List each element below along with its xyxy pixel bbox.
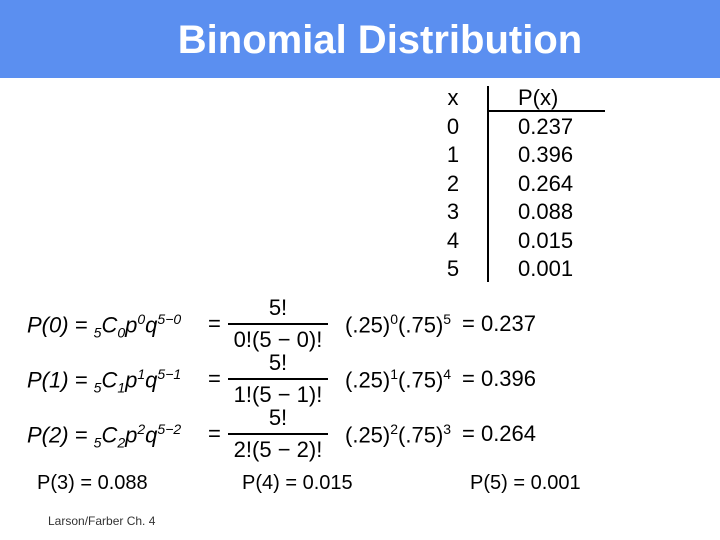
equation-p-power: 2 [390,421,399,437]
fraction-denominator: 2!(5 − 2)! [233,437,323,462]
equation-p: p [125,312,138,338]
title-bar: Binomial Distribution [0,0,720,78]
table-cell-x: 3 [446,199,460,224]
fraction-numerator: 5! [268,405,288,430]
equation-C: C [101,367,118,393]
equation-q-value: (.75) [398,367,444,393]
equation-equals-sign: = [208,421,221,446]
equation-rhs: (.25)0(.75)5 [345,311,451,338]
table-cell-p: 0.264 [518,170,574,196]
footer-citation: Larson/Farber Ch. 4 [48,514,156,528]
table-cell-p: 0.237 [518,113,574,139]
equation-lhs: P(1) = 5C1p1q5−1 [27,366,181,396]
equation-p-exp: 1 [137,366,146,382]
equation-p1: P(1) = 5C1p1q5−1 = 5! 1!(5 − 1)! (.25)1(… [0,350,720,410]
equation-q-value: (.75) [398,422,444,448]
table-cell-x: 2 [446,170,460,196]
table-cell-p: 0.001 [518,256,574,281]
equation-q: q [145,312,158,338]
table-cell-p: 0.015 [518,227,574,253]
equation-lhs: P(0) = 5C0p0q5−0 [27,311,181,341]
equation-p-power: 0 [390,311,399,327]
fraction-denominator: 1!(5 − 1)! [233,382,323,407]
equation-result: = 0.237 [462,311,537,336]
equation-equals: = [68,367,94,393]
fraction-numerator: 5! [268,295,288,320]
equation-result: = 0.264 [462,421,537,446]
equation-p-power: 1 [390,366,399,382]
equation-p2: P(2) = 5C2p2q5−2 = 5! 2!(5 − 2)! (.25)2(… [0,405,720,465]
result-p3: P(3) = 0.088 [37,472,148,494]
equation-p0: P(0) = 5C0p0q5−0 = 5! 0!(5 − 0)! (.25)0(… [0,295,720,355]
fraction-numerator: 5! [268,350,288,375]
equation-fraction: 5! 0!(5 − 0)! [228,295,328,353]
equation-C: C [101,312,118,338]
table-column-p: P(x) 0.237 0.396 0.264 0.088 0.015 0.001 [518,84,608,284]
equation-p-value: (.25) [345,312,391,338]
table-cell-x: 5 [446,256,460,281]
equation-result: = 0.396 [462,366,537,391]
equation-equals-sign: = [208,311,221,336]
equation-p: p [125,422,138,448]
equation-p-exp: 0 [137,311,146,327]
table-cell-x: 1 [446,142,460,167]
fraction-denominator: 0!(5 − 0)! [233,327,323,352]
equation-q-exp: 5−2 [157,421,182,437]
table-header-x: x [447,85,459,110]
equation-C: C [101,422,118,448]
equation-equals: = [68,312,94,338]
equation-rhs: (.25)2(.75)3 [345,421,451,448]
equation-equals-sign: = [208,366,221,391]
equation-p: p [125,367,138,393]
equation-p-value: (.25) [345,367,391,393]
fraction-bar [228,378,328,380]
table-cell-p: 0.396 [518,142,574,167]
equation-fraction: 5! 2!(5 − 2)! [228,405,328,463]
equation-x: 1 [117,379,126,396]
equation-prob: P(1) [27,367,69,393]
equation-prob: P(2) [27,422,69,448]
fraction-bar [228,323,328,325]
table-header-p: P(x) [518,85,559,110]
table-cell-p: 0.088 [518,199,574,224]
table-cell-x: 4 [446,227,460,253]
equation-p-value: (.25) [345,422,391,448]
table-header-rule [487,110,605,112]
fraction-bar [228,433,328,435]
equation-lhs: P(2) = 5C2p2q5−2 [27,421,181,451]
equation-q-power: 5 [443,311,452,327]
equation-q-exp: 5−1 [157,366,182,382]
equation-fraction: 5! 1!(5 − 1)! [228,350,328,408]
equation-q-power: 4 [443,366,452,382]
equation-p-exp: 2 [137,421,146,437]
equation-x: 2 [117,434,126,451]
table-column-x: x 0 1 2 3 4 5 [438,84,468,284]
equation-q-exp: 5−0 [157,311,182,327]
table-divider-vertical [487,86,489,282]
slide-title: Binomial Distribution [177,18,583,62]
equation-prob: P(0) [27,312,69,338]
equation-q-value: (.75) [398,312,444,338]
equation-q: q [145,367,158,393]
equation-x: 0 [117,324,126,341]
result-p4: P(4) = 0.015 [242,472,353,494]
equation-rhs: (.25)1(.75)4 [345,366,451,393]
equation-n: 5 [93,324,102,341]
equation-n: 5 [93,434,102,451]
equation-q-power: 3 [443,421,452,437]
result-p5: P(5) = 0.001 [470,472,581,494]
equation-q: q [145,422,158,448]
equation-n: 5 [93,379,102,396]
table-cell-x: 0 [446,113,460,139]
equation-equals: = [68,422,94,448]
